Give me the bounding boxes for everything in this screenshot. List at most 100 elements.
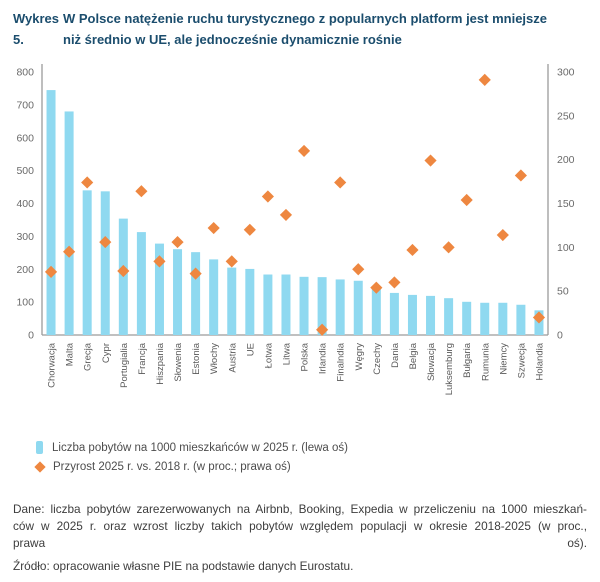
legend-label-bars: Liczba pobytów na 1000 mieszkańców w 202… xyxy=(52,441,348,454)
right-axis-tick: 150 xyxy=(557,198,575,210)
x-axis-label: Węgry xyxy=(354,343,365,371)
right-axis-tick: 200 xyxy=(557,154,575,166)
x-axis-label: Cypr xyxy=(101,343,112,363)
bar xyxy=(263,274,273,335)
diamond-point xyxy=(460,193,473,207)
bar xyxy=(191,252,201,335)
bar xyxy=(100,191,110,335)
figure-title-line1: W Polsce natężenie ruchu turystycznego z… xyxy=(63,11,547,26)
x-axis-label: Austria xyxy=(227,342,238,372)
diamond-point xyxy=(514,169,527,182)
diamond-point xyxy=(63,245,76,258)
bar xyxy=(516,304,526,335)
footnote-line-3: prawa oś). xyxy=(13,536,587,550)
x-axis-label: Chorwacja xyxy=(47,342,58,388)
x-axis-label: Belgia xyxy=(408,342,419,369)
source-line: Źródło: opracowanie własne PIE na podsta… xyxy=(13,559,354,573)
bar xyxy=(154,243,164,335)
left-axis-tick: 200 xyxy=(16,264,34,276)
diamond-point xyxy=(316,323,329,336)
diamond-point xyxy=(352,263,365,276)
x-axis-label: UE xyxy=(245,343,256,356)
diamond-point xyxy=(496,228,509,242)
bar xyxy=(462,301,472,335)
chart-notes: Dane: liczba pobytów zarezerwowanych na … xyxy=(13,501,587,575)
x-axis-label: Estonia xyxy=(191,342,202,374)
bar xyxy=(299,276,309,335)
bar xyxy=(209,259,219,335)
right-axis-tick: 0 xyxy=(557,330,563,342)
diamond-point xyxy=(225,255,238,268)
x-axis-label: Szwecja xyxy=(516,342,527,378)
bar xyxy=(227,267,237,335)
legend-item-bars: Liczba pobytów na 1000 mieszkańców w 202… xyxy=(36,441,348,454)
right-axis-tick: 300 xyxy=(557,67,575,79)
x-axis-label: Luksemburg xyxy=(444,343,455,395)
x-axis-label: Portugialia xyxy=(119,342,130,388)
x-axis-label: Włochy xyxy=(209,343,220,374)
left-axis-tick: 700 xyxy=(16,99,34,111)
x-axis-label: Niemcy xyxy=(498,343,509,375)
bar xyxy=(46,90,56,335)
figure-header: Wykres 5. W Polsce natężenie ruchu turys… xyxy=(13,8,590,50)
x-axis-label: Bułgaria xyxy=(462,342,473,378)
diamond-point xyxy=(81,176,94,189)
x-axis-label: Rumunia xyxy=(480,342,491,381)
bar xyxy=(444,298,454,335)
bar xyxy=(281,274,291,335)
diamond-point xyxy=(297,144,311,157)
x-axis-label: Łotwa xyxy=(263,342,274,368)
bar xyxy=(498,302,508,335)
legend-item-diamonds: Przyrost 2025 r. vs. 2018 r. (w proc.; p… xyxy=(34,461,348,473)
left-axis-tick: 800 xyxy=(16,67,34,79)
diamond-point xyxy=(406,243,419,257)
x-axis-label: Finalndia xyxy=(336,342,347,381)
diamond-point xyxy=(117,264,130,278)
diamond-point xyxy=(99,235,112,249)
diamond-point xyxy=(243,223,256,236)
diamond-point xyxy=(370,281,383,294)
x-axis-label: Grecja xyxy=(83,342,94,371)
right-axis-tick: 250 xyxy=(557,110,575,122)
diamond-swatch-icon xyxy=(34,461,46,473)
diamond-point xyxy=(388,276,401,289)
x-axis-label: Polska xyxy=(300,342,311,371)
diamond-point xyxy=(279,208,293,221)
x-axis-label: Dania xyxy=(390,342,401,368)
legend-label-diamonds: Przyrost 2025 r. vs. 2018 r. (w proc.; p… xyxy=(53,461,291,473)
diamond-point xyxy=(189,267,202,280)
footnote-line-2: ców w 2025 r. oraz wzrost liczby takich … xyxy=(13,519,587,533)
left-axis-tick: 400 xyxy=(16,198,34,210)
diamond-point xyxy=(135,185,148,198)
right-axis-tick: 50 xyxy=(557,286,569,298)
bar-swatch-icon xyxy=(36,441,43,454)
figure-title: W Polsce natężenie ruchu turystycznego z… xyxy=(63,8,547,50)
bar xyxy=(245,268,255,335)
bar xyxy=(426,295,436,335)
chart-area: 0 100 200 300 400 500 600 700 800 0 50 100 150 200 250… xyxy=(0,58,600,433)
bar xyxy=(173,249,183,335)
bar xyxy=(407,294,417,335)
diamond-point xyxy=(442,241,455,254)
bar xyxy=(371,288,381,335)
footnote-line-1: Dane: liczba pobytów zarezerwowanych na … xyxy=(13,502,587,516)
x-axis-label: Irlandia xyxy=(318,342,329,374)
left-axis-tick: 600 xyxy=(16,132,34,144)
diamond-point xyxy=(171,235,184,249)
diamond-point xyxy=(334,176,347,189)
diamond-point xyxy=(424,154,437,167)
diamond-point xyxy=(261,190,274,203)
x-axis-label: Francja xyxy=(137,342,148,374)
chart-canvas: 0 100 200 300 400 500 600 700 800 0 50 100 150 200 250… xyxy=(16,64,575,395)
x-axis-label: Malta xyxy=(65,342,76,366)
figure-title-line2: niż średnio w UE, ale jednocześnie dynam… xyxy=(63,32,402,47)
diamond-point xyxy=(44,265,58,278)
x-axis-label: Litwa xyxy=(281,342,292,365)
right-axis-tick: 100 xyxy=(557,242,575,254)
bar xyxy=(82,190,92,335)
x-axis-label: Słowacja xyxy=(426,342,437,381)
bar xyxy=(389,292,399,335)
figure-number: Wykres 5. xyxy=(13,11,60,47)
bar xyxy=(335,279,345,335)
bar xyxy=(353,280,363,335)
